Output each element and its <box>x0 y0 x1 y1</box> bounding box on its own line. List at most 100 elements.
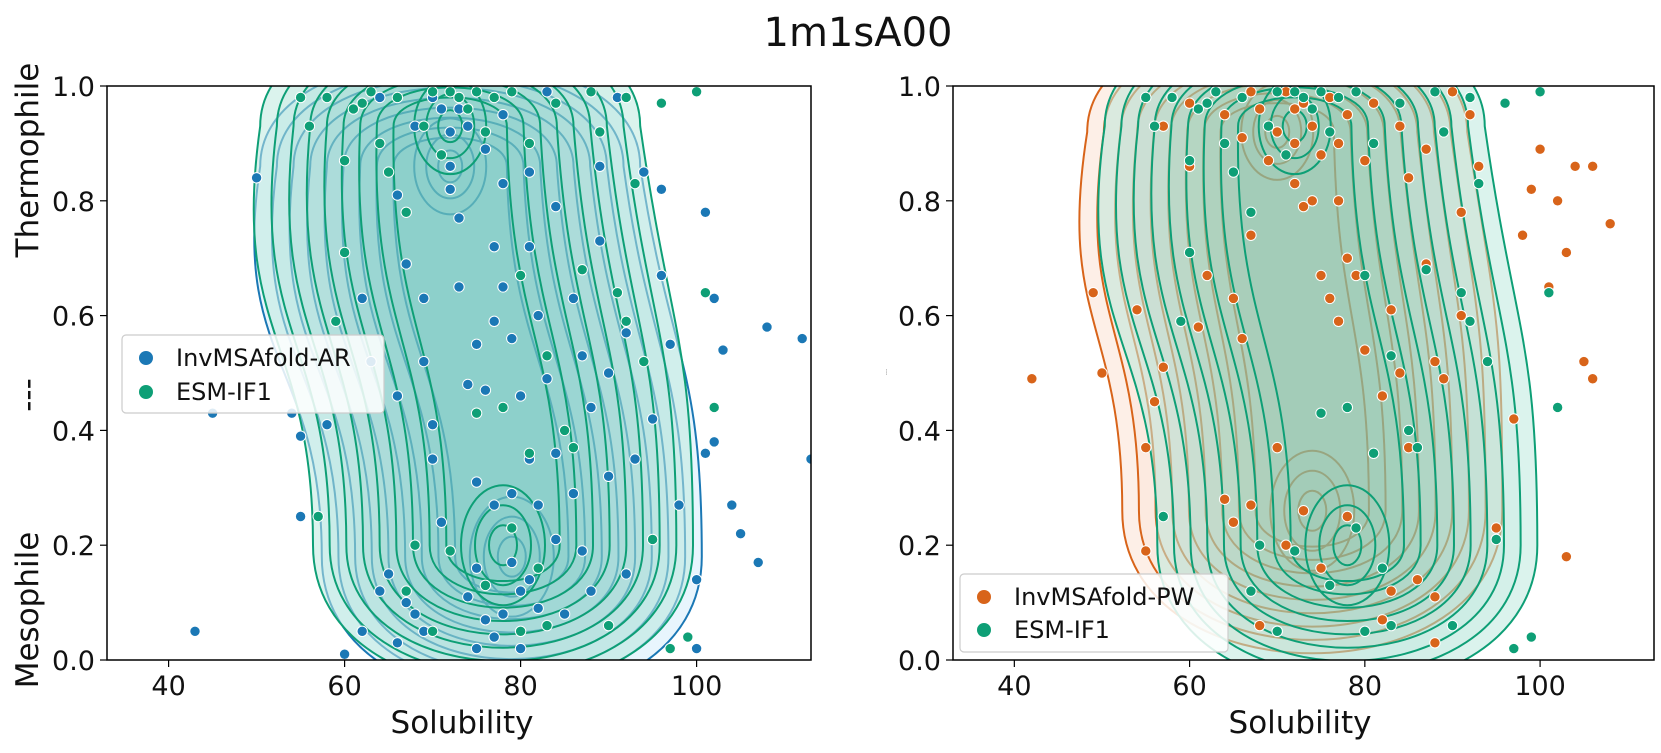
point-invmsafold-ar <box>400 258 412 270</box>
point-invmsafold-pw <box>1429 637 1441 649</box>
kde-peak-contour <box>1332 524 1363 567</box>
y-tick-label: 0.4 <box>52 416 95 447</box>
point-invmsafold-pw <box>1578 355 1590 368</box>
point-esm-if1 <box>1289 545 1301 557</box>
point-invmsafold-ar <box>523 166 536 178</box>
point-invmsafold-pw <box>1324 292 1336 305</box>
point-invmsafold-ar <box>462 378 474 391</box>
point-esm-if1 <box>620 91 632 104</box>
point-invmsafold-pw <box>1236 131 1248 144</box>
left-axes-frame <box>106 85 812 661</box>
point-invmsafold-ar <box>629 453 641 465</box>
point-invmsafold-ar <box>699 447 712 460</box>
point-esm-if1 <box>1175 315 1187 328</box>
point-invmsafold-ar <box>717 344 729 356</box>
point-esm-if1 <box>444 545 456 557</box>
point-esm-if1 <box>655 97 668 109</box>
point-invmsafold-pw <box>1253 103 1266 115</box>
point-esm-if1 <box>638 355 650 368</box>
point-invmsafold-ar <box>470 562 483 574</box>
point-invmsafold-pw <box>1385 585 1397 597</box>
point-esm-if1 <box>1508 642 1520 655</box>
point-invmsafold-pw <box>1332 195 1345 207</box>
point-invmsafold-pw <box>1315 269 1327 282</box>
point-invmsafold-pw <box>1402 172 1415 184</box>
kde-contour-level <box>252 86 695 660</box>
point-invmsafold-pw <box>1604 218 1616 230</box>
point-invmsafold-ar <box>646 413 659 425</box>
point-invmsafold-ar <box>470 642 483 655</box>
point-invmsafold-ar <box>638 166 650 178</box>
left-x-axis-label: Solubility <box>391 705 534 741</box>
point-esm-if1 <box>497 401 509 414</box>
point-esm-if1 <box>1481 355 1494 368</box>
kde-peak-contour <box>474 504 532 587</box>
point-invmsafold-pw <box>1429 355 1441 368</box>
point-esm-if1 <box>1446 619 1459 632</box>
point-invmsafold-ar <box>506 487 518 500</box>
point-invmsafold-pw <box>1420 143 1432 155</box>
left-legend: InvMSAfold-AR ESM-IF1 <box>121 334 385 414</box>
point-esm-if1 <box>1394 97 1406 109</box>
point-invmsafold-pw <box>1394 367 1406 379</box>
point-esm-if1 <box>488 91 500 104</box>
point-invmsafold-ar <box>585 401 597 414</box>
point-esm-if1 <box>418 120 430 132</box>
point-invmsafold-ar <box>620 327 632 339</box>
point-invmsafold-pw <box>1236 332 1248 345</box>
point-esm-if1 <box>470 86 483 98</box>
point-invmsafold-ar <box>567 292 580 305</box>
point-invmsafold-ar <box>523 241 536 253</box>
point-esm-if1 <box>1543 286 1555 299</box>
point-invmsafold-ar <box>189 625 201 637</box>
point-invmsafold-ar <box>356 292 368 305</box>
point-invmsafold-pw <box>1306 195 1318 207</box>
point-invmsafold-pw <box>1262 154 1275 167</box>
point-invmsafold-pw <box>1218 109 1231 121</box>
point-invmsafold-pw <box>1306 120 1318 132</box>
point-esm-if1 <box>1359 269 1371 282</box>
point-invmsafold-ar <box>796 332 808 345</box>
kde-peak-contour <box>1257 86 1332 176</box>
point-esm-if1 <box>594 126 606 138</box>
point-invmsafold-ar <box>435 516 448 528</box>
point-esm-if1 <box>1218 137 1231 150</box>
point-esm-if1 <box>391 91 404 104</box>
point-esm-if1 <box>1271 625 1283 637</box>
point-esm-if1 <box>1227 166 1240 178</box>
point-invmsafold-pw <box>1096 367 1108 379</box>
point-invmsafold-pw <box>1446 86 1459 98</box>
point-invmsafold-ar <box>470 476 483 488</box>
point-invmsafold-ar <box>655 183 668 196</box>
point-invmsafold-ar <box>444 183 456 196</box>
point-invmsafold-ar <box>321 418 333 431</box>
right-scatter-points <box>1026 86 1616 655</box>
point-invmsafold-ar <box>250 172 263 184</box>
point-esm-if1 <box>699 286 712 299</box>
point-esm-if1 <box>514 269 527 282</box>
right-kde-contours <box>1078 86 1539 660</box>
point-esm-if1 <box>1367 137 1380 150</box>
point-invmsafold-pw <box>1227 516 1240 528</box>
point-invmsafold-pw <box>1183 97 1196 109</box>
point-esm-if1 <box>1464 315 1476 328</box>
point-invmsafold-ar <box>602 367 615 379</box>
point-invmsafold-ar <box>294 430 307 442</box>
point-esm-if1 <box>550 97 562 109</box>
point-esm-if1 <box>1402 424 1415 437</box>
x-tick-label: 80 <box>503 671 537 702</box>
point-invmsafold-ar <box>374 91 386 104</box>
point-invmsafold-ar <box>576 350 588 362</box>
point-invmsafold-ar <box>532 602 544 615</box>
point-invmsafold-ar <box>488 631 500 643</box>
point-esm-if1 <box>585 86 597 98</box>
point-invmsafold-ar <box>690 573 703 586</box>
point-invmsafold-ar <box>514 390 527 402</box>
right-legend-marker-esm-if1 <box>977 623 991 637</box>
kde-contour-level <box>1132 86 1505 660</box>
point-invmsafold-ar <box>435 103 448 115</box>
kde-peak-contour <box>488 524 518 567</box>
y-tick-label: 1.0 <box>898 72 941 103</box>
point-invmsafold-ar <box>585 585 597 597</box>
point-esm-if1 <box>1306 103 1318 115</box>
